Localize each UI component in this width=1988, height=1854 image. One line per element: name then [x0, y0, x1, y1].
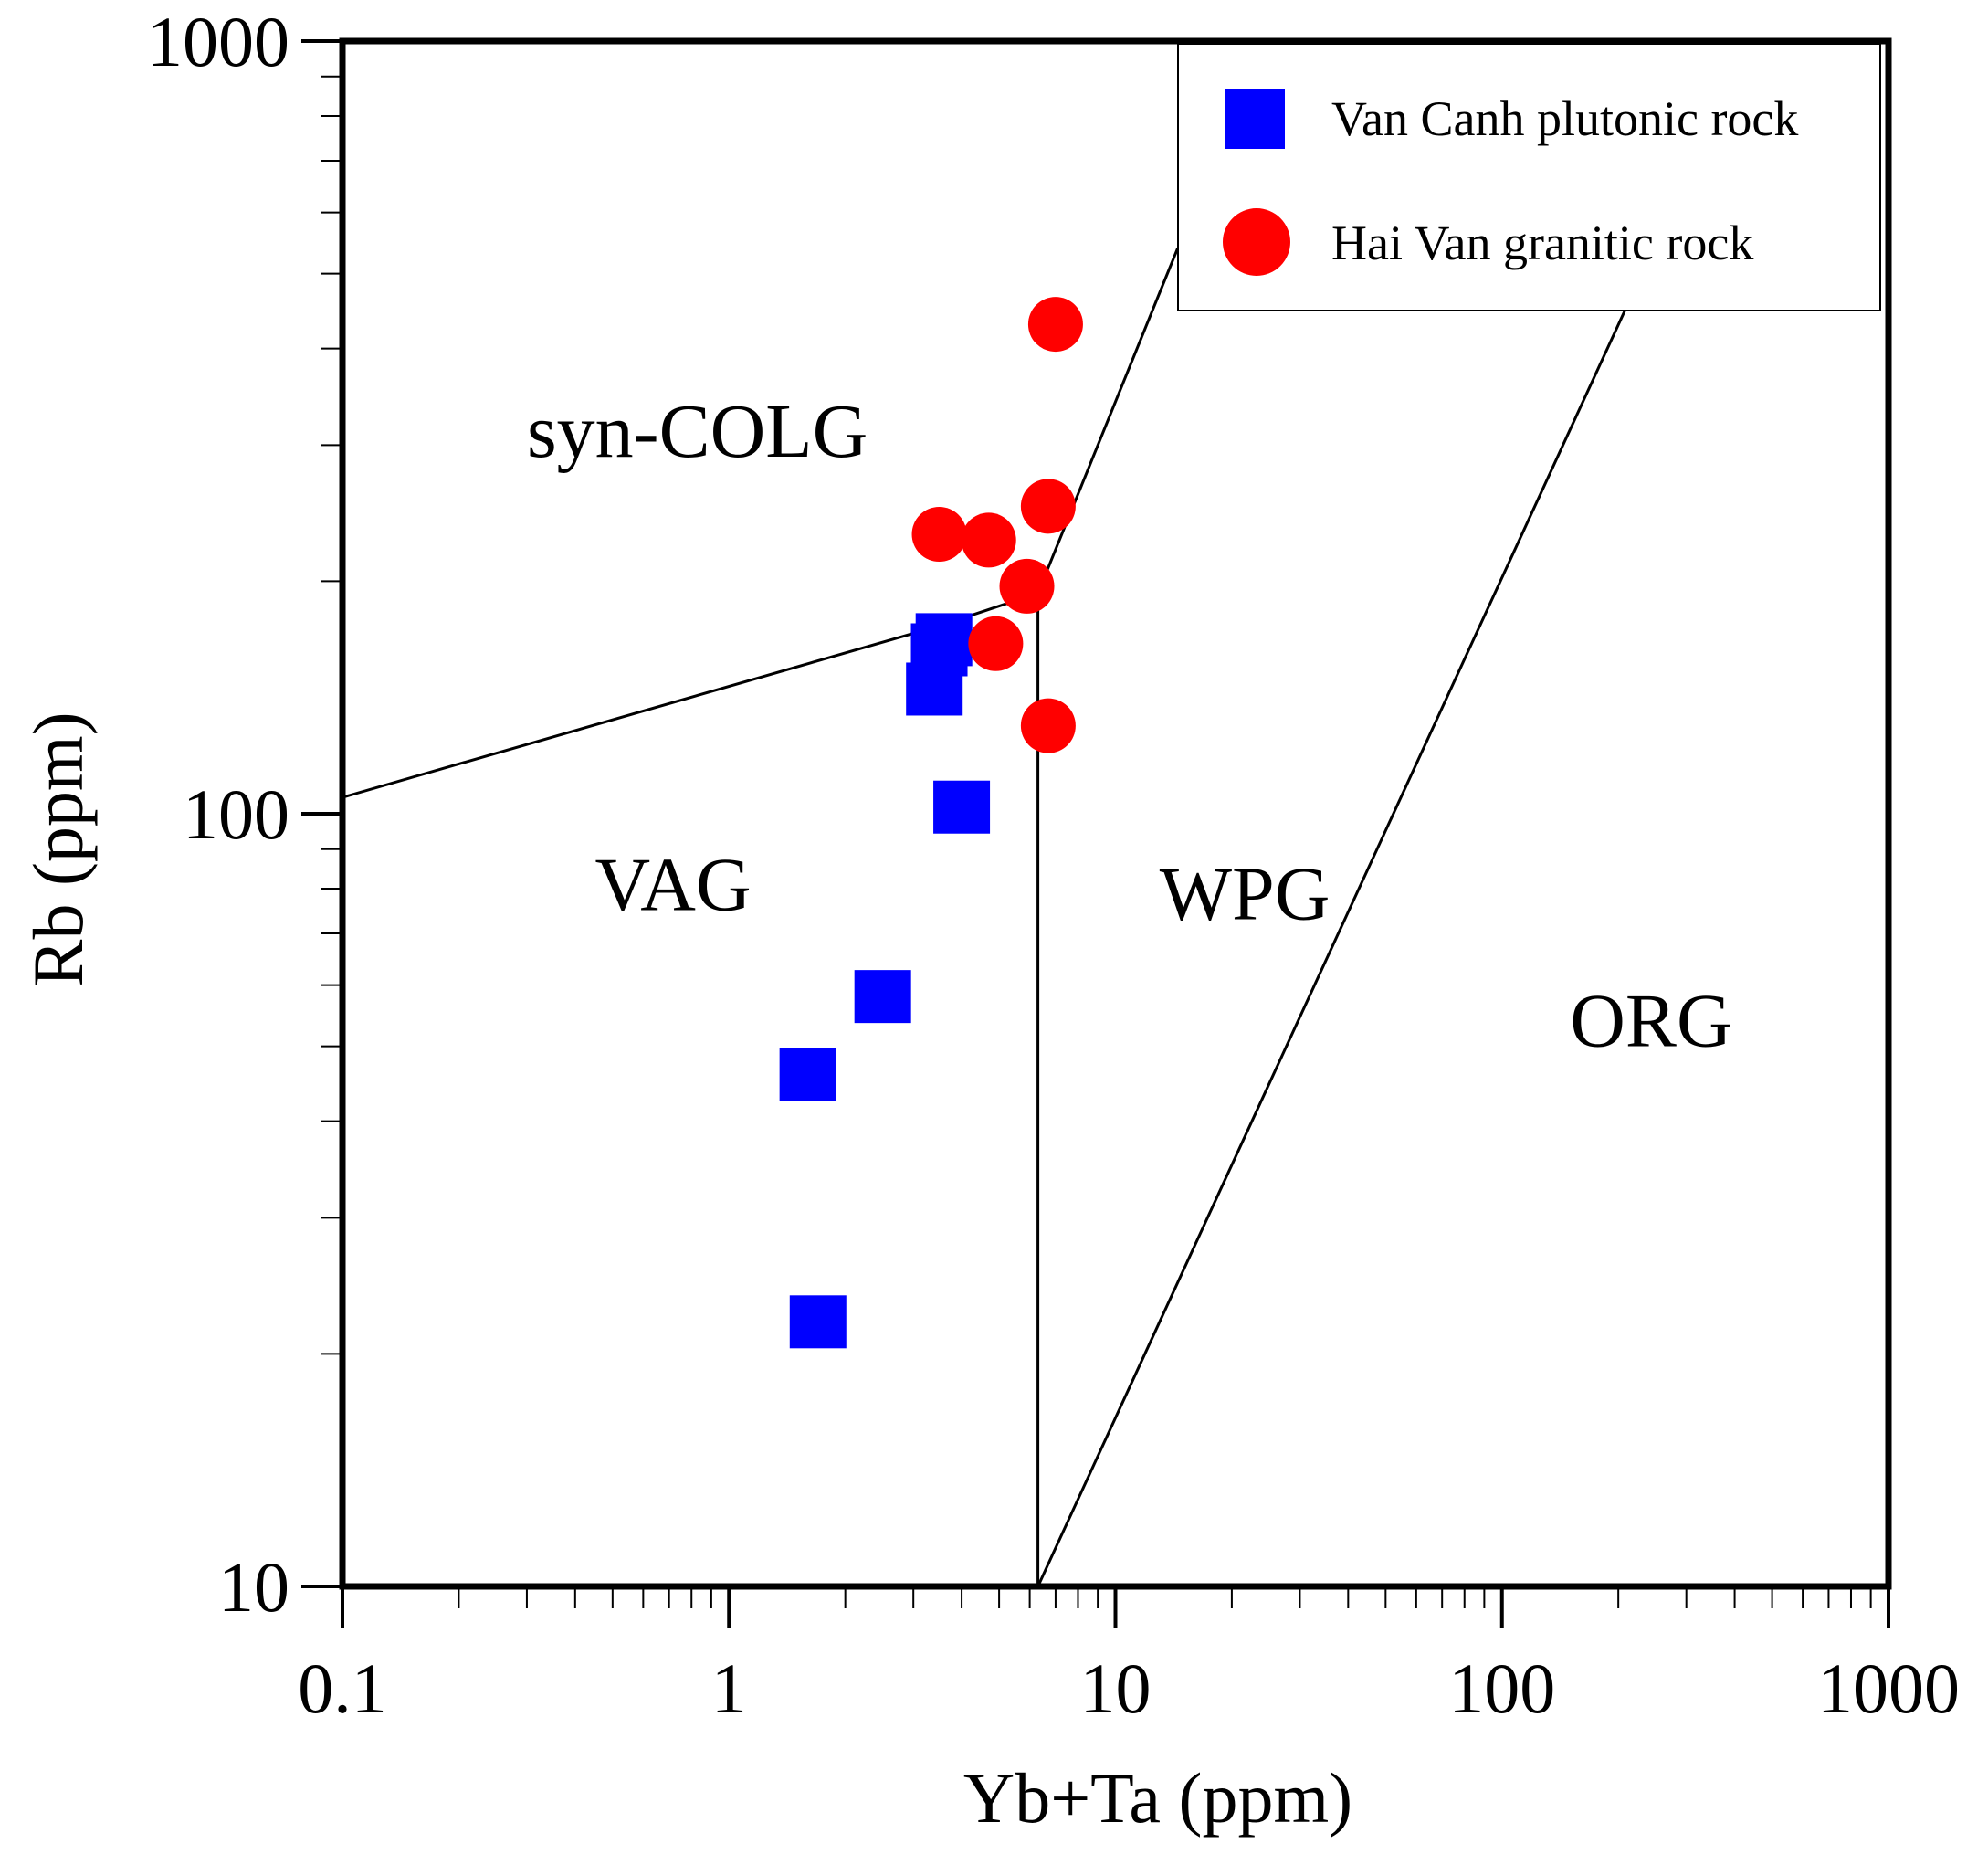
circle-point — [961, 512, 1016, 568]
legend-square-marker — [1225, 89, 1285, 149]
region-label-vag: VAG — [594, 843, 751, 928]
square-point — [906, 662, 963, 716]
circle-point — [1027, 297, 1083, 353]
x-tick-label: 10 — [1080, 1649, 1152, 1728]
square-point — [789, 1295, 847, 1349]
legend-box — [1177, 43, 1881, 311]
data-points — [779, 297, 1083, 1349]
boundary-wpg-org — [1036, 273, 1644, 1587]
region-label-org: ORG — [1570, 979, 1731, 1064]
boundary-syncolg-wpg — [1036, 247, 1180, 594]
circle-point — [911, 506, 967, 562]
x-tick-label: 100 — [1448, 1649, 1555, 1728]
x-axis-label: Yb+Ta (ppm) — [963, 1758, 1352, 1838]
square-point — [854, 970, 911, 1024]
circle-point — [968, 616, 1024, 671]
y-tick-label: 10 — [218, 1547, 289, 1627]
circle-point — [1020, 479, 1076, 534]
square-point — [779, 1048, 836, 1101]
circle-point — [999, 558, 1055, 614]
region-label-wpg: WPG — [1160, 852, 1331, 937]
circle-point — [1020, 698, 1076, 753]
x-tick-labels: 0.1 1 10 100 1000 — [298, 1649, 1960, 1728]
y-tick-label: 100 — [183, 774, 289, 854]
plot-frame — [339, 37, 1892, 1590]
y-tick-labels: 10 100 1000 — [147, 2, 289, 1627]
legend: Van Canh plutonic rock Hai Van granitic … — [1177, 43, 1881, 311]
x-tick-label: 1000 — [1817, 1649, 1960, 1728]
minor-ticks — [321, 75, 1872, 1608]
y-tick-label: 1000 — [147, 2, 289, 81]
region-labels: syn-COLG VAG WPG ORG — [527, 389, 1732, 1064]
y-axis-label: Rb (ppm) — [18, 711, 98, 986]
major-ticks — [301, 39, 1890, 1628]
region-label-syn-colg: syn-COLG — [527, 389, 868, 474]
square-point — [933, 780, 991, 834]
legend-circle-marker — [1223, 208, 1290, 276]
legend-label-hai-van: Hai Van granitic rock — [1331, 216, 1753, 270]
legend-label-van-canh: Van Canh plutonic rock — [1331, 91, 1798, 146]
x-tick-label: 1 — [711, 1649, 747, 1728]
x-tick-label: 0.1 — [298, 1649, 387, 1728]
